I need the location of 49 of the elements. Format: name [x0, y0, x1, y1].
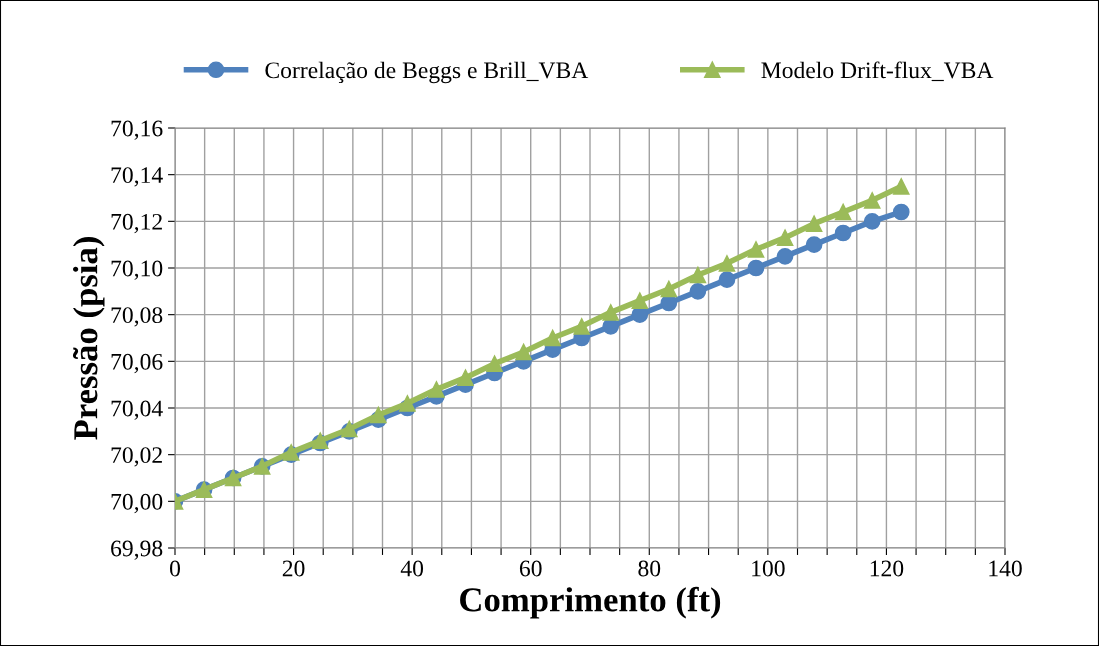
y-tick-label: 69,98 [111, 540, 163, 560]
x-axis-title: Comprimento (ft) [460, 586, 721, 619]
point [399, 394, 416, 412]
point [776, 247, 794, 265]
point [805, 236, 823, 254]
y-tick-label: 70,10 [111, 260, 163, 280]
point [689, 266, 707, 284]
point [602, 303, 620, 321]
point [834, 224, 852, 242]
y-tick-label: 70,08 [111, 307, 163, 327]
y-axis-title: Pressão (psia) [72, 237, 105, 440]
y-tick-label: 70,02 [111, 447, 162, 467]
point [892, 177, 910, 195]
point [457, 369, 474, 387]
x-tick-label: 100 [752, 560, 785, 577]
x-tick-label: 80 [638, 560, 661, 577]
y-tick-label: 70,04 [111, 400, 163, 420]
x-tick-label: 120 [870, 560, 904, 577]
x-tick-label: 140 [989, 560, 1022, 577]
point [544, 329, 561, 347]
point [776, 229, 794, 247]
point [718, 254, 736, 272]
point [486, 355, 503, 373]
point [718, 271, 736, 289]
x-tick-label: 0 [170, 560, 180, 577]
y-tick-label: 70,00 [111, 493, 163, 514]
x-tick-label: 60 [519, 560, 542, 577]
point [747, 259, 765, 277]
point [428, 380, 445, 398]
point [573, 317, 591, 335]
point [805, 215, 823, 233]
x-tick-label: 40 [400, 560, 424, 577]
x-tick-label: 20 [282, 560, 305, 577]
legend-label: Correlação de Beggs e Brill_VBA [265, 61, 589, 84]
y-tick-label: 70,16 [111, 120, 163, 140]
point [631, 292, 649, 310]
y-tick-label: 70,12 [111, 213, 162, 234]
point [834, 203, 852, 221]
point [370, 406, 387, 424]
point [660, 280, 678, 298]
point [747, 240, 765, 258]
point [515, 343, 532, 361]
point [863, 212, 881, 230]
point [892, 203, 910, 221]
point [689, 282, 707, 300]
legend-label: Modelo Drift-flux_VBA [761, 61, 994, 82]
point [863, 191, 881, 209]
y-tick-label: 70,14 [111, 167, 163, 187]
y-tick-label: 70,06 [111, 353, 163, 374]
